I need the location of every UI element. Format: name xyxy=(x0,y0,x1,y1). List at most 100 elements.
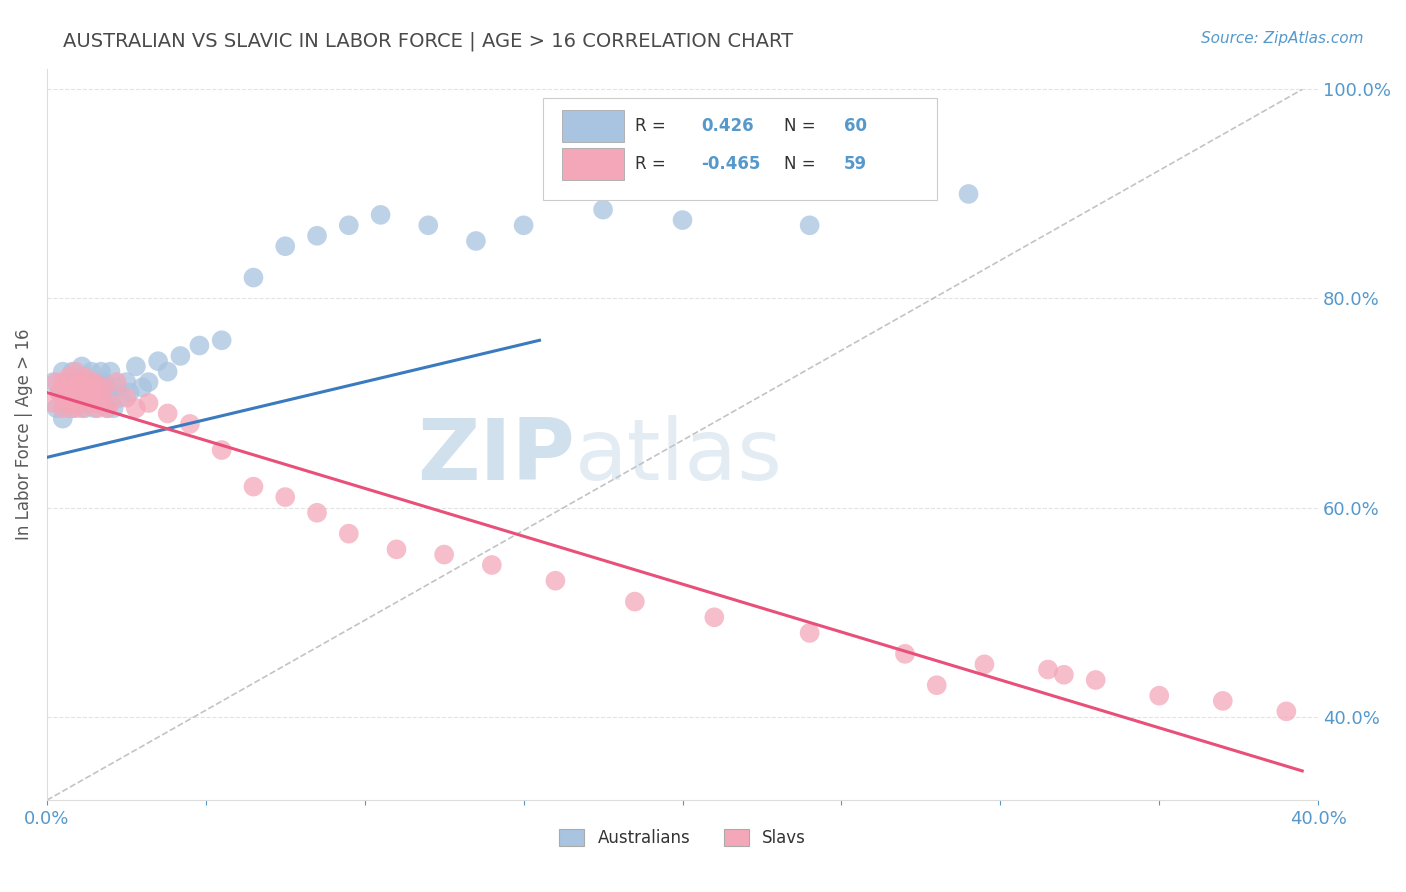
Point xyxy=(60,391,83,405)
Point xyxy=(544,574,567,588)
Point xyxy=(58,369,80,384)
Point xyxy=(305,228,328,243)
Point xyxy=(80,391,103,405)
Point xyxy=(70,401,93,416)
Point xyxy=(156,407,179,421)
Point xyxy=(73,369,96,384)
Text: R =: R = xyxy=(636,118,672,136)
Point xyxy=(90,385,112,400)
Point xyxy=(42,396,65,410)
Point xyxy=(115,391,138,405)
Point xyxy=(55,391,77,405)
Point xyxy=(60,401,83,416)
Point xyxy=(67,396,90,410)
Point xyxy=(90,396,112,410)
Point xyxy=(87,396,110,410)
Point xyxy=(77,396,100,410)
Point xyxy=(58,375,80,389)
Point xyxy=(108,391,131,405)
Point xyxy=(70,385,93,400)
Point xyxy=(96,401,118,416)
Point xyxy=(118,385,141,400)
Point xyxy=(60,385,83,400)
Point xyxy=(125,401,148,416)
Point xyxy=(624,594,647,608)
Text: N =: N = xyxy=(785,118,821,136)
FancyBboxPatch shape xyxy=(562,111,624,143)
Point xyxy=(65,380,87,394)
Point xyxy=(96,380,118,394)
Point xyxy=(42,375,65,389)
Text: AUSTRALIAN VS SLAVIC IN LABOR FORCE | AGE > 16 CORRELATION CHART: AUSTRALIAN VS SLAVIC IN LABOR FORCE | AG… xyxy=(63,31,793,51)
Point xyxy=(87,380,110,394)
Point xyxy=(105,380,128,394)
Text: Source: ZipAtlas.com: Source: ZipAtlas.com xyxy=(1201,31,1364,46)
Point xyxy=(90,385,112,400)
Point xyxy=(799,626,821,640)
Point xyxy=(179,417,201,431)
Point xyxy=(65,380,87,394)
Text: N =: N = xyxy=(785,154,821,173)
Point xyxy=(1212,694,1234,708)
Legend: Australians, Slavs: Australians, Slavs xyxy=(553,822,813,854)
Point xyxy=(370,208,392,222)
Point xyxy=(671,213,693,227)
Point xyxy=(973,657,995,672)
Point xyxy=(67,375,90,389)
Point xyxy=(925,678,948,692)
Point xyxy=(1275,704,1298,718)
Y-axis label: In Labor Force | Age > 16: In Labor Force | Age > 16 xyxy=(15,328,32,540)
Point xyxy=(83,380,105,394)
Point xyxy=(67,396,90,410)
Point xyxy=(169,349,191,363)
Text: atlas: atlas xyxy=(575,415,783,498)
Point xyxy=(211,333,233,347)
Point xyxy=(60,365,83,379)
Point xyxy=(799,219,821,233)
Point xyxy=(65,365,87,379)
Text: 59: 59 xyxy=(844,154,868,173)
Point xyxy=(73,385,96,400)
Point xyxy=(45,375,67,389)
FancyBboxPatch shape xyxy=(543,98,936,200)
Point xyxy=(156,365,179,379)
Point xyxy=(1053,667,1076,681)
Point xyxy=(70,359,93,374)
Point xyxy=(138,375,160,389)
Point xyxy=(52,411,75,425)
Point xyxy=(80,391,103,405)
Point xyxy=(512,219,534,233)
Point xyxy=(100,385,122,400)
Point xyxy=(1147,689,1170,703)
Point xyxy=(90,365,112,379)
Point xyxy=(138,396,160,410)
Point xyxy=(481,558,503,572)
Point xyxy=(337,219,360,233)
Point xyxy=(58,396,80,410)
Point xyxy=(77,375,100,389)
Point xyxy=(45,401,67,416)
Point xyxy=(1036,663,1059,677)
Point xyxy=(105,375,128,389)
Point xyxy=(52,365,75,379)
Point xyxy=(58,401,80,416)
Point xyxy=(80,380,103,394)
Text: 0.426: 0.426 xyxy=(702,118,754,136)
Point xyxy=(337,526,360,541)
Point xyxy=(96,401,118,416)
Point xyxy=(274,239,297,253)
Point xyxy=(87,375,110,389)
Point xyxy=(93,380,115,394)
Point xyxy=(70,375,93,389)
Point xyxy=(894,647,917,661)
Point xyxy=(100,396,122,410)
Point xyxy=(87,401,110,416)
Point xyxy=(55,380,77,394)
Point xyxy=(385,542,408,557)
Point xyxy=(100,365,122,379)
Point xyxy=(465,234,488,248)
Text: 60: 60 xyxy=(844,118,868,136)
Point xyxy=(211,443,233,458)
Point xyxy=(125,359,148,374)
Point xyxy=(131,380,153,394)
